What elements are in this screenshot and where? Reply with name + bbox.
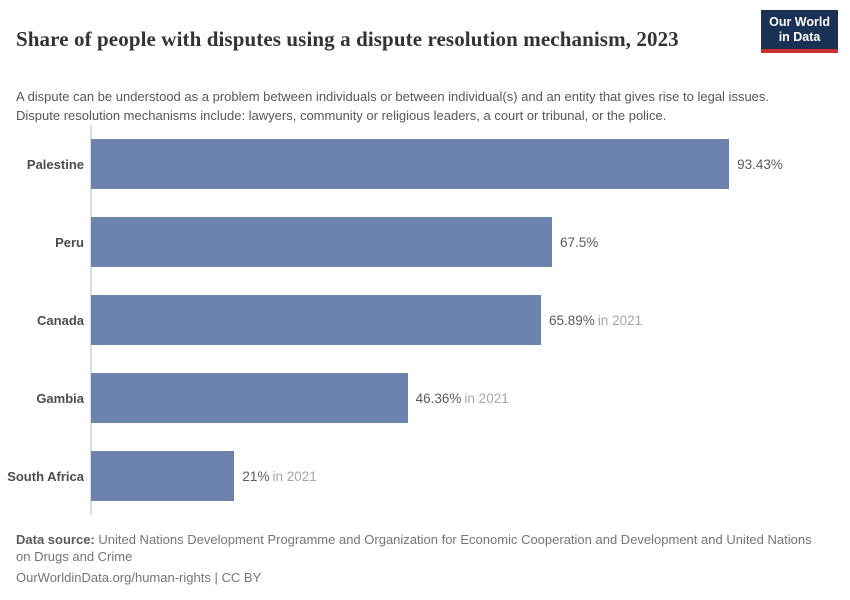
value-label: 21% in 2021 — [242, 469, 316, 484]
bar-row: Peru 67.5% — [0, 203, 850, 281]
value-number: 93.43% — [737, 156, 783, 172]
value-time-note: in 2021 — [597, 312, 643, 328]
value-number: 67.5% — [560, 234, 599, 250]
category-label: Peru — [55, 234, 84, 250]
value-number: 46.36% — [415, 390, 462, 406]
value-time-note: in 2021 — [272, 468, 317, 484]
bar-chart: Palestine 93.43% Peru 67.5% Canada — [0, 125, 850, 515]
value-time-note: in 2021 — [464, 390, 509, 406]
value-label: 46.36% in 2021 — [416, 391, 509, 406]
owid-logo[interactable]: Our World in Data — [761, 10, 838, 53]
owid-logo-line2: in Data — [778, 30, 821, 44]
category-label: Canada — [37, 312, 84, 328]
footer-citation-link[interactable]: OurWorldinData.org/human-rights | CC BY — [16, 570, 262, 585]
bar-row: Canada 65.89% in 2021 — [0, 281, 850, 359]
bar — [91, 139, 730, 189]
bar-track: 65.89% in 2021 — [91, 295, 850, 345]
bar-track: 93.43% — [91, 139, 850, 189]
value-number: 65.89% — [549, 312, 595, 328]
bar — [91, 373, 408, 423]
value-label: 67.5% — [560, 235, 598, 250]
chart-footer: Data source: United Nations Development … — [16, 531, 826, 586]
bar-row: Palestine 93.43% — [0, 125, 850, 203]
chart-subtitle: A dispute can be understood as a problem… — [16, 89, 770, 123]
value-label: 93.43% — [737, 157, 783, 172]
value-number: 21% — [242, 468, 270, 484]
bar — [91, 217, 553, 267]
bar-rows: Palestine 93.43% Peru 67.5% Canada — [0, 125, 850, 515]
page-title: Share of people with disputes using a di… — [16, 27, 679, 52]
bar-row: South Africa 21% in 2021 — [0, 437, 850, 515]
data-source-text: United Nations Development Programme and… — [16, 532, 812, 564]
bar-track: 67.5% — [91, 217, 850, 267]
bar-track: 46.36% in 2021 — [91, 373, 850, 423]
data-source-line: Data source: United Nations Development … — [16, 531, 826, 565]
category-label: South Africa — [7, 468, 84, 484]
bar — [91, 451, 235, 501]
bar-track: 21% in 2021 — [91, 451, 850, 501]
y-axis-line — [90, 125, 92, 515]
category-label: Palestine — [26, 156, 84, 172]
owid-logo-line1: Our World — [769, 15, 830, 29]
data-source-label: Data source: — [16, 532, 95, 547]
bar-row: Gambia 46.36% in 2021 — [0, 359, 850, 437]
value-label: 65.89% in 2021 — [549, 313, 642, 328]
bar — [91, 295, 542, 345]
category-label: Gambia — [36, 390, 84, 406]
